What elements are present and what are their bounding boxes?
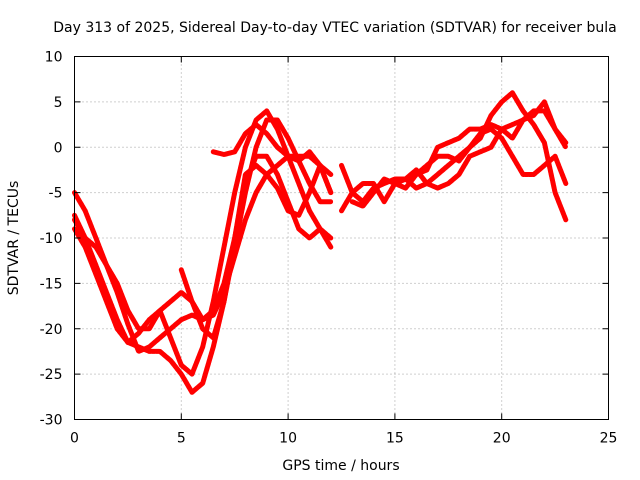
y-tick-label: -10 xyxy=(40,231,63,247)
x-tick-label: 10 xyxy=(279,431,297,447)
series-line-track-4 xyxy=(72,162,334,341)
y-tick-label: 5 xyxy=(54,95,63,111)
series-line-track-1 xyxy=(72,117,334,395)
y-tick-label: -25 xyxy=(40,367,63,383)
y-tick-label: 10 xyxy=(45,50,63,66)
x-tick-label: 0 xyxy=(70,431,79,447)
x-axis-label: GPS time / hours xyxy=(282,458,399,474)
y-tick-label: -5 xyxy=(49,186,63,202)
series-line-track-10 xyxy=(392,99,569,191)
chart-title: Day 313 of 2025, Sidereal Day-to-day VTE… xyxy=(53,20,616,36)
x-tick-label: 25 xyxy=(600,431,618,447)
x-tick-label: 15 xyxy=(386,431,404,447)
x-tick-label: 5 xyxy=(177,431,186,447)
series-line-track-6 xyxy=(210,122,334,196)
y-tick-label: -30 xyxy=(40,413,63,429)
y-tick-label: 0 xyxy=(54,140,63,156)
y-tick-label: -20 xyxy=(40,322,63,338)
data-series xyxy=(72,90,569,395)
x-tick-label: 20 xyxy=(493,431,511,447)
y-axis-label: SDTVAR / TECUs xyxy=(6,181,22,296)
axis-ticks: 0 5 10 15 20 25 -30 -25 -20 -15 -10 -5 0 5 10 xyxy=(40,50,618,447)
series-line-track-9 xyxy=(349,90,569,223)
y-tick-label: -15 xyxy=(40,276,63,292)
